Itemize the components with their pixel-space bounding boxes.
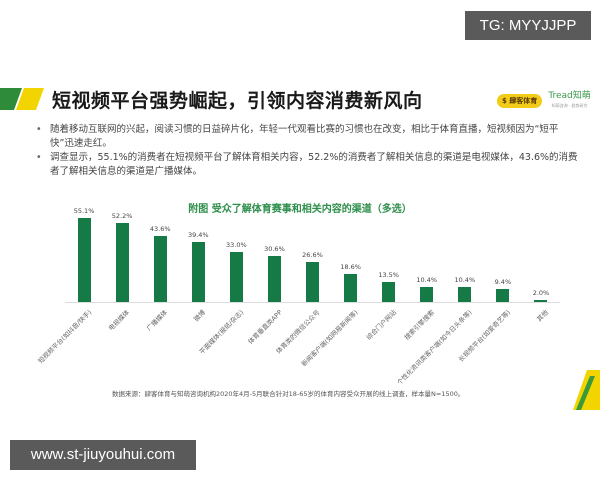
x-tick-label: 其他 xyxy=(535,308,551,324)
bar xyxy=(420,286,434,303)
bar-value-label: 9.4% xyxy=(494,277,512,286)
bar xyxy=(191,242,205,303)
stripe-decoration-right xyxy=(573,370,600,410)
bar xyxy=(306,262,319,303)
bar-chart-plot: 55.1% 52.2% 43.6% 39.4% 33.0% 30.6% 26.6% 18.6%… xyxy=(65,207,560,303)
bar xyxy=(534,299,548,303)
x-tick-label: 微博 xyxy=(192,308,208,324)
watermark-bottom: www.st-jiuyouhui.com xyxy=(10,440,196,470)
bar-value-label: 43.6% xyxy=(149,224,171,233)
bar xyxy=(267,255,281,303)
bar-value-label: 52.2% xyxy=(111,211,133,220)
bullet-item: 调查显示，55.1%的消费者在短视频平台了解体育相关内容，52.2%的消费者了解… xyxy=(36,151,581,179)
bar xyxy=(115,222,129,303)
bar-value-label: 13.5% xyxy=(378,271,399,280)
bar xyxy=(496,288,510,303)
chart-title: 附图 受众了解体育赛事和相关内容的渠道（多选） xyxy=(188,204,412,215)
bullet-list: 随着移动互联网的兴起，阅读习惯的日益碎片化，年轻一代观看比赛的习惯也在改变，相比… xyxy=(36,123,581,179)
x-tick-label: 电视媒体 xyxy=(107,308,132,333)
x-tick-label: 搜索引擎搜索 xyxy=(402,308,436,342)
bar-value-label: 10.4% xyxy=(416,275,438,284)
bar-value-label: 33.0% xyxy=(226,241,247,250)
bar-value-label: 30.6% xyxy=(264,244,285,253)
x-tick-label: 综合门户网站 xyxy=(364,308,398,342)
bar xyxy=(153,235,167,303)
page-title: 短视频平台强势崛起，引领内容消费新风向 xyxy=(52,90,423,112)
bar-value-label: 39.4% xyxy=(187,231,209,240)
bar xyxy=(229,252,243,303)
bar-value-label: 10.4% xyxy=(454,275,476,284)
bar-value-label: 26.6% xyxy=(302,251,323,260)
logo-group: $ 肆客体育 Tread知萌 知萌咨询 · 趋势研究 xyxy=(497,92,591,110)
data-source-note: 数据来源：肆客体育与知萌咨询机构2020年4月-5月联合针对18-65岁的体育内… xyxy=(112,390,465,398)
logo-tread: Tread知萌 知萌咨询 · 趋势研究 xyxy=(548,92,590,110)
x-tick-label: 广播媒体 xyxy=(145,308,170,333)
x-tick-label: 个性化资讯类客户端(如今日头条等) xyxy=(395,308,474,387)
bar-value-label: 55.1% xyxy=(73,207,95,216)
x-tick-label: 体育垂直类APP xyxy=(246,308,284,346)
stripe-decoration-left xyxy=(0,88,44,110)
watermark-top: TG: MYYJJPP xyxy=(465,11,591,40)
logo-tread-sub: 知萌咨询 · 趋势研究 xyxy=(551,103,588,108)
logo-tread-text: Tread知萌 xyxy=(548,91,591,101)
bullet-item: 随着移动互联网的兴起，阅读习惯的日益碎片化，年轻一代观看比赛的习惯也在改变，相比… xyxy=(36,123,581,151)
bar-value-label: 2.0% xyxy=(532,288,550,297)
bar xyxy=(344,274,358,303)
x-axis-labels: 短视频平台(如抖音/快手) 电视媒体 广播媒体 微博 平面媒体(报纸/杂志) 体育垂直类A… xyxy=(36,305,560,395)
bar xyxy=(458,286,472,303)
bar-value-label: 18.6% xyxy=(340,263,361,272)
bar xyxy=(382,282,396,303)
x-axis-line xyxy=(65,302,560,303)
logo-siket: $ 肆客体育 xyxy=(497,94,543,108)
bar xyxy=(77,218,91,303)
x-tick-label: 短视频平台(如抖音/快手) xyxy=(36,308,94,366)
